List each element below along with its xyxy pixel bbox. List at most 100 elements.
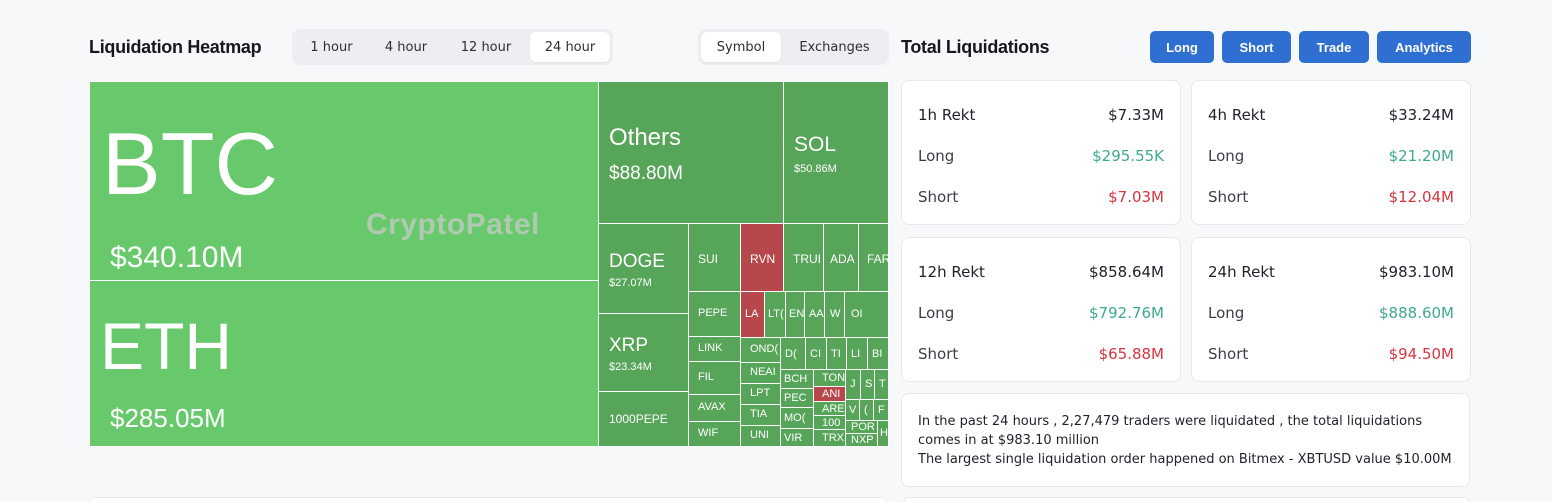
heatmap-tile-o[interactable]: OI bbox=[844, 291, 889, 338]
heatmap-tile-t[interactable]: T bbox=[874, 369, 889, 400]
heatmap-tile-xrp[interactable]: XRP $23.34M bbox=[598, 313, 689, 392]
card-total: $7.33M bbox=[1108, 106, 1164, 124]
heatmap-tile-ltc[interactable]: LT( bbox=[764, 291, 786, 338]
tile-symbol: RVN bbox=[750, 252, 776, 266]
heatmap-tile-mo[interactable]: MO( bbox=[780, 407, 814, 429]
heatmap-tile-rvn[interactable]: RVN bbox=[740, 223, 784, 292]
trade-button[interactable]: Trade bbox=[1299, 31, 1369, 63]
heatmap-tile-wv[interactable]: V bbox=[845, 399, 860, 421]
tile-value: $50.86M bbox=[794, 163, 837, 175]
long-value: $295.55K bbox=[1092, 147, 1164, 165]
long-button[interactable]: Long bbox=[1150, 31, 1214, 63]
heatmap-tile-trump[interactable]: TRUI bbox=[783, 223, 824, 292]
heatmap-tile-uni[interactable]: UNI bbox=[740, 425, 781, 447]
heatmap-tile-wif[interactable]: WIF bbox=[688, 421, 741, 447]
card-total: $858.64M bbox=[1089, 263, 1164, 281]
tile-symbol: POR bbox=[851, 421, 875, 433]
summary-text: In the past 24 hours , 2,27,479 traders … bbox=[918, 414, 1423, 448]
short-label: Short bbox=[1208, 345, 1249, 363]
rekt-card-4h: 4h Rekt $33.24M Long $21.20M Short $12.04M bbox=[1191, 80, 1471, 225]
heatmap-tile-nxp[interactable]: NXP bbox=[845, 433, 878, 447]
view-symbol[interactable]: Symbol bbox=[701, 32, 781, 62]
long-value: $21.20M bbox=[1388, 147, 1454, 165]
heatmap-tile-c[interactable]: ( bbox=[859, 399, 874, 421]
short-value: $7.03M bbox=[1108, 188, 1164, 206]
heatmap-tile-trx[interactable]: TRX bbox=[813, 429, 846, 447]
long-label: Long bbox=[1208, 304, 1245, 322]
tile-symbol: DOGE bbox=[609, 251, 665, 272]
tile-symbol: LINK bbox=[698, 342, 723, 354]
heatmap-tile-are[interactable]: ARE bbox=[813, 401, 846, 416]
tile-symbol: CI bbox=[810, 348, 821, 360]
tile-symbol: D( bbox=[785, 348, 797, 360]
heatmap-tile-f[interactable]: F bbox=[873, 399, 889, 421]
heatmap-tile-sui[interactable]: SUI bbox=[688, 223, 741, 292]
heatmap-tile-pepe[interactable]: PEPE bbox=[688, 291, 741, 337]
heatmap-tile-eth[interactable]: ETH $285.05M bbox=[89, 280, 599, 447]
heatmap-tile-fil[interactable]: FIL bbox=[688, 361, 741, 395]
view-selector: Symbol Exchanges bbox=[698, 29, 889, 65]
heatmap-tile-far[interactable]: FAR bbox=[858, 223, 889, 292]
tile-symbol: V bbox=[849, 404, 857, 416]
next-panel-edge bbox=[903, 497, 1470, 502]
heatmap-tile-ond[interactable]: OND( bbox=[740, 337, 781, 363]
heatmap-tile-aa[interactable]: AA bbox=[804, 291, 825, 338]
heatmap-tile-100[interactable]: 100 bbox=[813, 415, 846, 430]
liquidation-heatmap: BTC $340.10M ETH $285.05M Others $88.80M… bbox=[89, 81, 889, 447]
tile-symbol: TIA bbox=[750, 408, 768, 420]
heatmap-tile-btc[interactable]: BTC $340.10M bbox=[89, 81, 599, 281]
tile-symbol: TON bbox=[822, 372, 846, 384]
heatmap-tile-j[interactable]: J bbox=[845, 369, 861, 400]
tile-symbol: PEC bbox=[784, 392, 807, 404]
long-label: Long bbox=[918, 147, 955, 165]
largest-order-text: The largest single liquidation order hap… bbox=[918, 452, 1452, 467]
long-label: Long bbox=[918, 304, 955, 322]
heatmap-tile-link[interactable]: LINK bbox=[688, 336, 741, 362]
tile-symbol: J bbox=[850, 378, 856, 390]
heatmap-tile-1000pepe[interactable]: 1000PEPE bbox=[598, 391, 689, 447]
timeframe-4-hour[interactable]: 4 hour bbox=[384, 39, 428, 55]
short-button[interactable]: Short bbox=[1222, 31, 1291, 63]
analytics-button[interactable]: Analytics bbox=[1377, 31, 1471, 63]
heatmap-tile-pec[interactable]: PEC bbox=[780, 388, 814, 408]
timeframe-24-hour[interactable]: 24 hour bbox=[530, 32, 610, 62]
view-exchanges[interactable]: Exchanges bbox=[799, 39, 870, 55]
heatmap-tile-w[interactable]: W bbox=[824, 291, 845, 338]
heatmap-tile-others[interactable]: Others $88.80M bbox=[598, 81, 784, 224]
heatmap-tile-bch[interactable]: BCH bbox=[780, 369, 814, 389]
heatmap-tile-near[interactable]: NEAI bbox=[740, 362, 781, 384]
heatmap-tile-sol[interactable]: SOL $50.86M bbox=[783, 81, 889, 224]
tile-symbol: BCH bbox=[784, 373, 808, 385]
timeframe-selector: 1 hour 4 hour 12 hour 24 hour bbox=[292, 29, 613, 65]
heatmap-tile-tf[interactable]: TI bbox=[826, 337, 847, 370]
heatmap-tile-la[interactable]: LA bbox=[740, 291, 765, 338]
heatmap-tile-ton[interactable]: TON bbox=[813, 369, 846, 387]
short-value: $94.50M bbox=[1388, 345, 1454, 363]
tile-symbol: F bbox=[878, 404, 885, 416]
tile-value: $285.05M bbox=[110, 403, 226, 433]
heatmap-tile-dc[interactable]: D( bbox=[780, 337, 806, 370]
heatmap-tile-avax[interactable]: AVAX bbox=[688, 394, 741, 422]
heatmap-tile-b[interactable]: BI bbox=[867, 337, 889, 370]
timeframe-12-hour[interactable]: 12 hour bbox=[460, 39, 512, 55]
heatmap-tile-s[interactable]: S bbox=[860, 369, 875, 400]
tile-symbol: Others bbox=[609, 124, 682, 151]
heatmap-tile-an[interactable]: ANI bbox=[813, 386, 846, 402]
heatmap-tile-lpt[interactable]: LPT bbox=[740, 383, 781, 405]
heatmap-tile-por[interactable]: POR bbox=[845, 420, 878, 434]
tile-symbol: UNI bbox=[750, 429, 769, 441]
tile-symbol: AA bbox=[809, 308, 824, 320]
heatmap-tile-ada[interactable]: ADA bbox=[823, 223, 859, 292]
timeframe-1-hour[interactable]: 1 hour bbox=[310, 39, 353, 55]
tile-symbol: WIF bbox=[698, 427, 719, 439]
heatmap-tile-ld[interactable]: LI bbox=[846, 337, 868, 370]
total-liquidations-title: Total Liquidations bbox=[901, 37, 1050, 57]
heatmap-tile-en[interactable]: EN bbox=[785, 291, 805, 338]
heatmap-tile-doge[interactable]: DOGE $27.07M bbox=[598, 223, 689, 314]
heatmap-tile-h[interactable]: H bbox=[877, 420, 889, 447]
heatmap-tile-vir[interactable]: VIR bbox=[780, 428, 814, 447]
tile-symbol: LA bbox=[745, 308, 759, 320]
tile-symbol: PEPE bbox=[698, 307, 728, 319]
heatmap-tile-cr[interactable]: CI bbox=[805, 337, 827, 370]
heatmap-tile-tia[interactable]: TIA bbox=[740, 404, 781, 426]
